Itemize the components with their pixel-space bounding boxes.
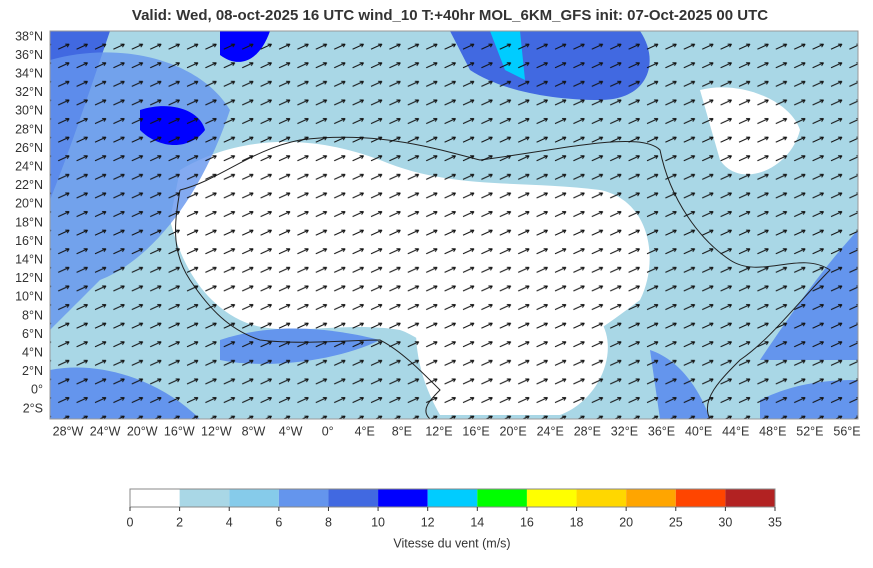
lat-label: 30°N bbox=[15, 104, 43, 118]
lat-label: 0° bbox=[31, 383, 43, 397]
colorbar-tick-label: 14 bbox=[470, 515, 484, 529]
colorbar-tick-label: 6 bbox=[275, 515, 282, 529]
lat-label: 20°N bbox=[15, 197, 43, 211]
lon-label: 40°E bbox=[685, 424, 712, 438]
lon-label: 44°E bbox=[722, 424, 749, 438]
colorbar-swatch bbox=[477, 489, 527, 507]
colorbar-tick-label: 2 bbox=[176, 515, 183, 529]
lon-label: 24°W bbox=[90, 424, 121, 438]
colorbar-swatch bbox=[179, 489, 230, 507]
lat-label: 36°N bbox=[15, 48, 43, 62]
colorbar-tick-label: 20 bbox=[619, 515, 633, 529]
lat-label: 38°N bbox=[15, 29, 43, 43]
lon-label: 8°W bbox=[242, 424, 266, 438]
colorbar-swatch bbox=[725, 489, 775, 507]
title: Valid: Wed, 08-oct-2025 16 UTC wind_10 T… bbox=[132, 7, 768, 24]
lat-label: 22°N bbox=[15, 178, 43, 192]
lon-label: 28°E bbox=[574, 424, 601, 438]
colorbar-label: Vitesse du vent (m/s) bbox=[393, 536, 510, 550]
lat-label: 12°N bbox=[15, 271, 43, 285]
lat-label: 34°N bbox=[15, 66, 43, 80]
lon-label: 28°W bbox=[53, 424, 84, 438]
colorbar-swatch bbox=[278, 489, 329, 507]
lat-label: 6°N bbox=[22, 327, 43, 341]
lon-label: 8°E bbox=[392, 424, 412, 438]
lat-label: 4°N bbox=[22, 345, 43, 359]
lat-label: 18°N bbox=[15, 215, 43, 229]
colorbar-tick-label: 18 bbox=[570, 515, 584, 529]
colorbar-tick-label: 8 bbox=[325, 515, 332, 529]
lon-label: 12°E bbox=[425, 424, 452, 438]
lat-label: 32°N bbox=[15, 85, 43, 99]
lon-label: 52°E bbox=[796, 424, 823, 438]
lon-label: 24°E bbox=[537, 424, 564, 438]
lat-label: 24°N bbox=[15, 159, 43, 173]
lon-labels: 28°W 24°W 20°W 16°W 12°W 8°W 4°W 0° 4°E 8°E 12°E 16… bbox=[53, 424, 861, 438]
colorbar-swatch bbox=[378, 489, 428, 507]
colorbar-swatch bbox=[328, 489, 379, 507]
colorbar-tick-label: 4 bbox=[226, 515, 233, 529]
lon-label: 36°E bbox=[648, 424, 675, 438]
colorbar-swatch bbox=[229, 489, 279, 507]
lon-label: 20°E bbox=[500, 424, 527, 438]
colorbar-swatch bbox=[427, 489, 478, 507]
colorbar-swatch bbox=[675, 489, 726, 507]
lat-labels: 38°N 36°N 34°N 32°N 30°N 28°N 26°N 24°N 22°N 20°N… bbox=[15, 29, 43, 415]
lat-label: 28°N bbox=[15, 122, 43, 136]
lat-label: 14°N bbox=[15, 252, 43, 266]
lat-label: 26°N bbox=[15, 141, 43, 155]
colorbar-frame bbox=[129, 488, 776, 508]
lat-label: 2°N bbox=[22, 364, 43, 378]
lon-label: 12°W bbox=[201, 424, 232, 438]
colorbar-swatch bbox=[130, 489, 180, 507]
colorbar-tick-label: 16 bbox=[520, 515, 534, 529]
colorbar-tick-label: 0 bbox=[127, 515, 134, 529]
lon-label: 48°E bbox=[759, 424, 786, 438]
colorbar-tick-label: 10 bbox=[371, 515, 385, 529]
lon-label: 4°W bbox=[279, 424, 303, 438]
colorbar-tick-label: 35 bbox=[768, 515, 782, 529]
lat-label: 2°S bbox=[23, 401, 43, 415]
colorbar-swatch bbox=[526, 489, 577, 507]
lat-label: 8°N bbox=[22, 308, 43, 322]
colorbar-tick-label: 30 bbox=[718, 515, 732, 529]
lon-label: 32°E bbox=[611, 424, 638, 438]
lat-label: 10°N bbox=[15, 290, 43, 304]
colorbar-tick-label: 25 bbox=[669, 515, 683, 529]
lon-label: 56°E bbox=[833, 424, 860, 438]
colorbar-swatch bbox=[576, 489, 627, 507]
map-frame bbox=[49, 30, 859, 420]
lat-label: 16°N bbox=[15, 234, 43, 248]
colorbar-tick-label: 12 bbox=[421, 515, 435, 529]
lon-label: 4°E bbox=[355, 424, 375, 438]
lon-label: 20°W bbox=[127, 424, 158, 438]
map bbox=[50, 31, 858, 419]
lon-label: 16°E bbox=[462, 424, 489, 438]
colorbar: 0 2 4 6 8 10 12 14 16 18 20 25 30 35 bbox=[127, 488, 782, 529]
lon-label: 16°W bbox=[164, 424, 195, 438]
colorbar-swatch bbox=[626, 489, 676, 507]
lon-label: 0° bbox=[322, 424, 334, 438]
